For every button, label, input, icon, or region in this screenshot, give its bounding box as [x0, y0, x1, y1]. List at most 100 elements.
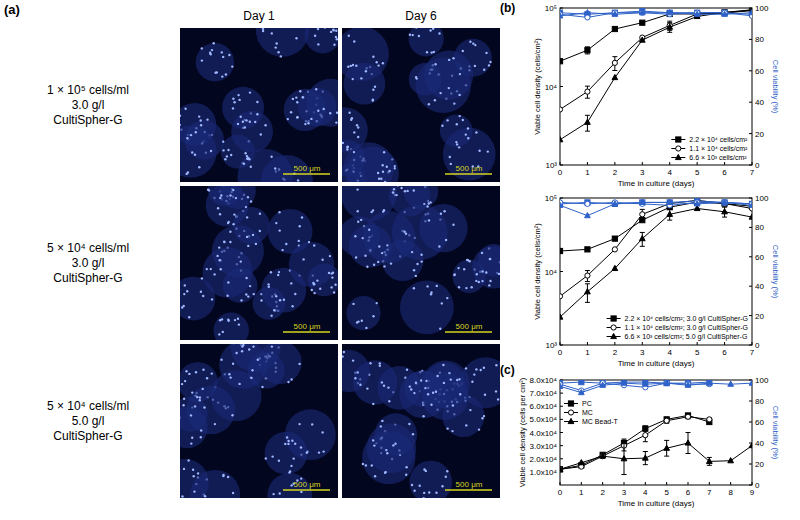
y2-tick-label: 60 [755, 418, 764, 427]
nucleus [187, 459, 189, 461]
x-tick [724, 162, 725, 165]
y2-tick-label: 60 [755, 67, 764, 76]
nucleus [228, 373, 230, 375]
data-point [560, 107, 563, 112]
nucleus [323, 108, 325, 110]
nucleus [262, 28, 264, 30]
nucleus [426, 51, 428, 53]
nucleus [411, 484, 413, 486]
y-tick-label: 4.0x10⁴ [530, 429, 558, 438]
nucleus [347, 66, 349, 68]
error-bar [667, 209, 672, 220]
micrograph-content [342, 350, 500, 498]
error-cap [640, 232, 645, 233]
nucleus [450, 378, 452, 380]
nucleus [186, 137, 188, 139]
nucleus [379, 362, 381, 364]
data-point [728, 458, 734, 463]
nucleus [393, 188, 395, 190]
nucleus [315, 88, 317, 90]
bead [346, 296, 380, 330]
data-point [640, 20, 645, 25]
micrograph-content [180, 186, 338, 340]
y-tick-label: 6.0x10⁴ [530, 402, 558, 411]
nucleus [193, 475, 195, 477]
nucleus [456, 143, 458, 145]
error-cap [612, 56, 617, 57]
nucleus [382, 210, 384, 212]
nucleus [222, 331, 224, 333]
nucleus [194, 405, 196, 407]
nucleus [190, 134, 192, 136]
nucleus [275, 295, 277, 297]
nucleus [351, 117, 353, 119]
nucleus [278, 211, 280, 213]
nucleus [456, 123, 458, 125]
y-tick [560, 445, 563, 446]
nucleus [435, 391, 437, 393]
nucleus [297, 179, 299, 181]
y2-tick [749, 286, 752, 287]
nucleus [465, 287, 467, 289]
nucleus [458, 286, 460, 288]
nucleus [471, 381, 473, 383]
x-tick [602, 482, 603, 485]
nucleus [382, 164, 384, 166]
nucleus [415, 275, 417, 277]
nucleus [347, 145, 349, 147]
data-point [612, 200, 617, 205]
bead [180, 407, 208, 448]
data-point [664, 380, 670, 385]
data-point [667, 10, 672, 15]
bead [382, 239, 424, 281]
error-cap [722, 217, 727, 218]
x-tick [724, 342, 725, 345]
nucleus [463, 268, 465, 270]
nucleus [193, 490, 195, 492]
scale-bar [445, 489, 492, 491]
error-bar [643, 452, 648, 465]
bead [424, 51, 473, 100]
data-point [667, 10, 673, 15]
nucleus [245, 277, 247, 279]
nucleus [221, 75, 223, 77]
nucleus [245, 119, 247, 121]
nucleus [436, 375, 438, 377]
nucleus [210, 150, 212, 152]
nucleus [287, 440, 289, 442]
nucleus [232, 363, 234, 365]
nucleus [186, 290, 188, 292]
y-tick [560, 406, 563, 407]
nucleus [227, 149, 229, 151]
nucleus [281, 249, 283, 251]
x-tick-label: 6 [686, 488, 691, 497]
nucleus [255, 243, 257, 245]
nucleus [372, 89, 374, 91]
nucleus [188, 373, 190, 375]
nucleus [272, 493, 274, 495]
y2-tick-label: 100 [755, 376, 769, 385]
error-cap [667, 21, 672, 22]
nucleus [202, 369, 204, 371]
nucleus [208, 189, 210, 191]
nucleus [184, 108, 186, 110]
nucleus [330, 286, 332, 288]
y2-tick [749, 485, 752, 486]
nucleus [465, 424, 467, 426]
data-point [722, 200, 727, 205]
data-point [706, 380, 712, 385]
data-point [667, 24, 673, 29]
data-point [621, 456, 627, 461]
data-point [585, 119, 591, 124]
error-cap [722, 207, 727, 208]
y2-tick-label: 0 [755, 341, 760, 350]
data-point [578, 460, 584, 465]
nucleus [184, 380, 186, 382]
error-bar [640, 232, 645, 246]
row-label: CultiSpher-G [53, 429, 122, 443]
nucleus [228, 320, 230, 322]
nucleus [198, 115, 200, 117]
nucleus [291, 305, 293, 307]
bead [342, 350, 370, 392]
x-tick [581, 482, 582, 485]
